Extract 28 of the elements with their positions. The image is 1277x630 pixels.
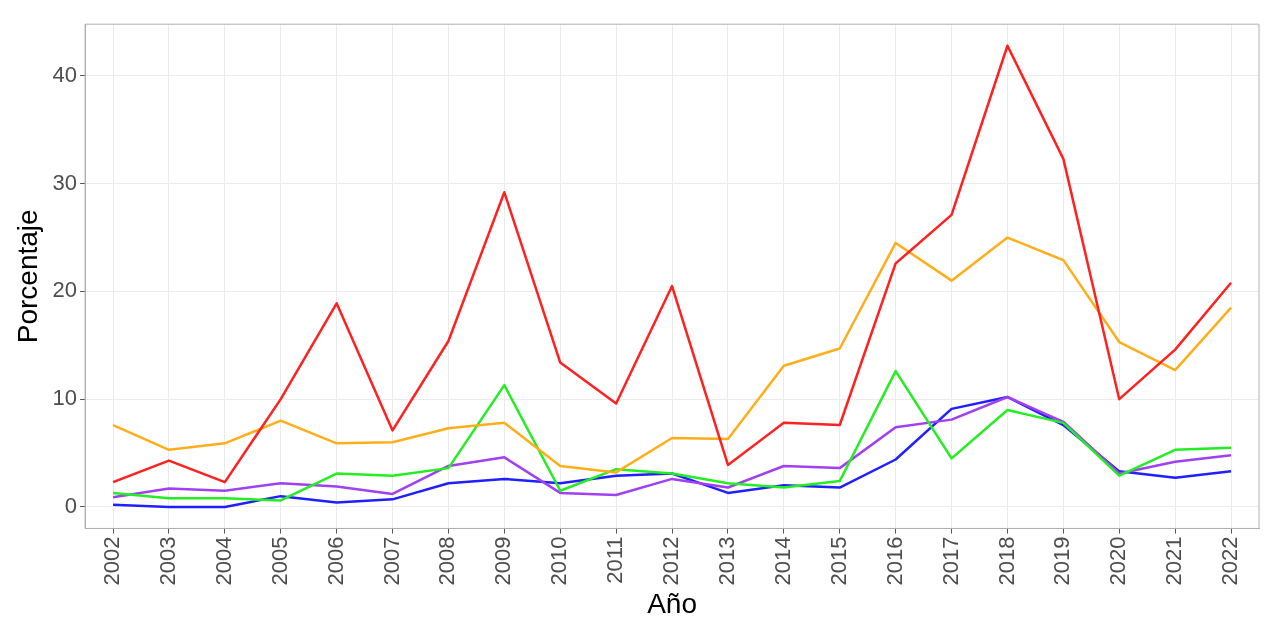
x-tick-label: 2014 xyxy=(769,536,795,586)
x-tick-label: 2017 xyxy=(937,536,963,586)
x-tick-label: 2002 xyxy=(99,536,125,586)
y-tick-label: 30 xyxy=(52,169,78,195)
x-tick-label: 2012 xyxy=(658,536,684,586)
x-tick-label: 2003 xyxy=(154,536,180,586)
x-tick-label: 2015 xyxy=(825,536,851,586)
x-tick-label: 2016 xyxy=(881,536,907,586)
x-tick-label: 2008 xyxy=(434,536,460,586)
y-tick-label: 40 xyxy=(52,61,78,87)
y-axis-title: Porcentaje xyxy=(11,209,43,344)
x-tick-label: 2005 xyxy=(266,536,292,586)
y-tick-label: 10 xyxy=(52,385,78,411)
y-tick-label: 0 xyxy=(64,492,78,518)
y-tick-label: 20 xyxy=(52,277,78,303)
x-tick-label: 2018 xyxy=(993,536,1019,586)
x-tick-label: 2004 xyxy=(210,536,236,586)
x-tick-label: 2009 xyxy=(490,536,516,586)
x-tick-label: 2011 xyxy=(602,536,628,584)
x-tick-label: 2010 xyxy=(546,536,572,586)
x-tick-label: 2013 xyxy=(714,536,739,586)
x-axis-title: Año xyxy=(647,587,697,619)
x-tick-label: 2020 xyxy=(1105,536,1131,586)
x-tick-label: 2006 xyxy=(322,536,348,586)
x-tick-label: 2021 xyxy=(1161,536,1187,586)
x-tick-label: 2022 xyxy=(1217,536,1243,586)
x-tick-label: 2007 xyxy=(378,536,404,586)
x-tick-label: 2019 xyxy=(1049,536,1075,586)
